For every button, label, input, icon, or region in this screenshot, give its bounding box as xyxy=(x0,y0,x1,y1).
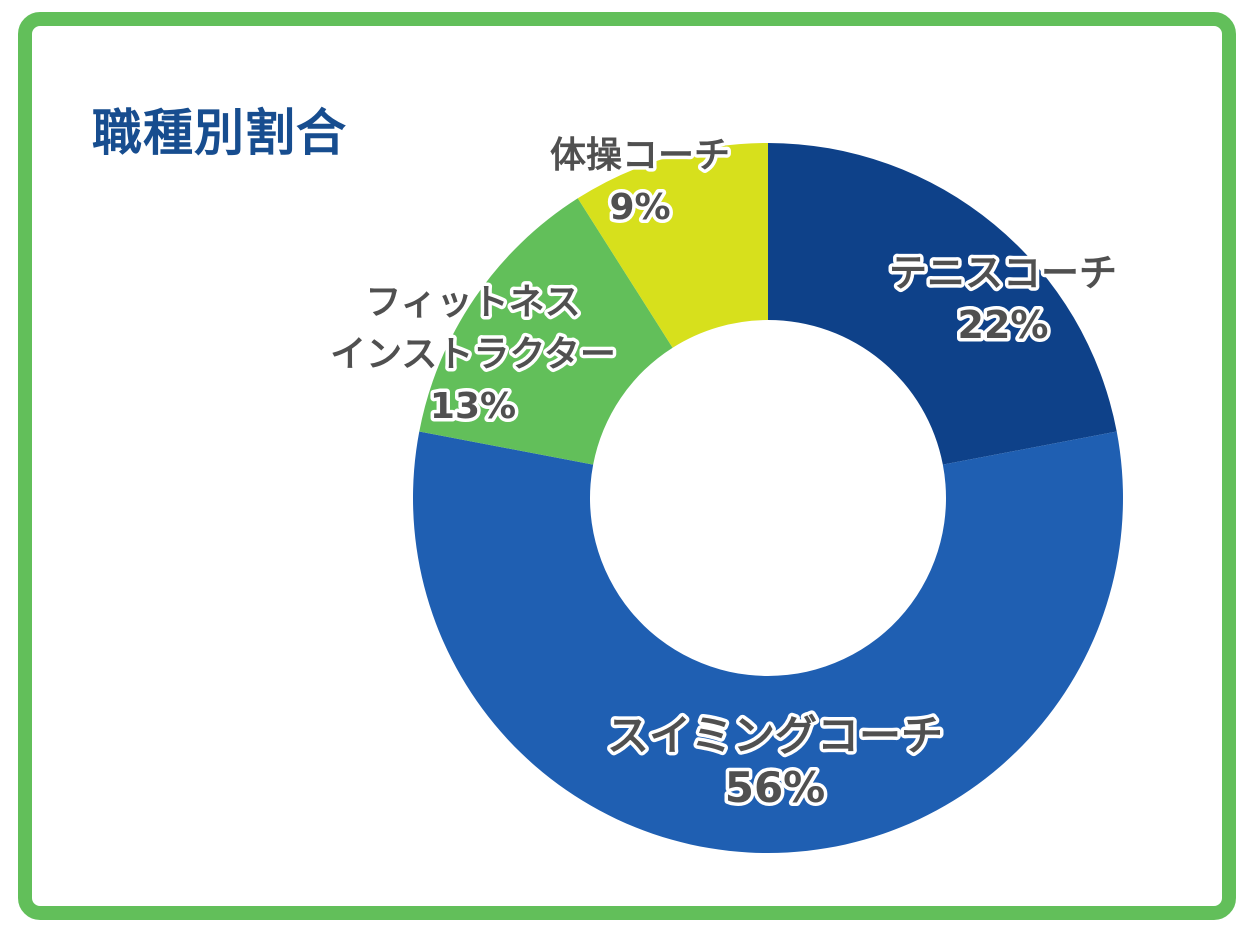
slice-percent-label: 22% xyxy=(958,303,1049,347)
slices-group xyxy=(412,143,1123,854)
slice-label: インストラクター xyxy=(330,334,616,375)
slice-percent-label: 13% xyxy=(430,386,516,427)
slice-label: テニスコーチ xyxy=(889,251,1117,295)
donut-slice xyxy=(419,198,673,465)
slice-label: 体操コーチ xyxy=(550,135,730,176)
donut-slice xyxy=(768,143,1117,465)
slice-percent-label: 9% xyxy=(609,187,670,228)
donut-slice xyxy=(412,431,1123,854)
donut-slice xyxy=(577,143,768,348)
chart-title: 職種別割合 xyxy=(92,104,347,162)
slice-label: スイミングコーチ xyxy=(607,711,943,760)
slice-label: フィットネス xyxy=(365,282,580,323)
slice-percent-label: 56% xyxy=(725,763,826,812)
